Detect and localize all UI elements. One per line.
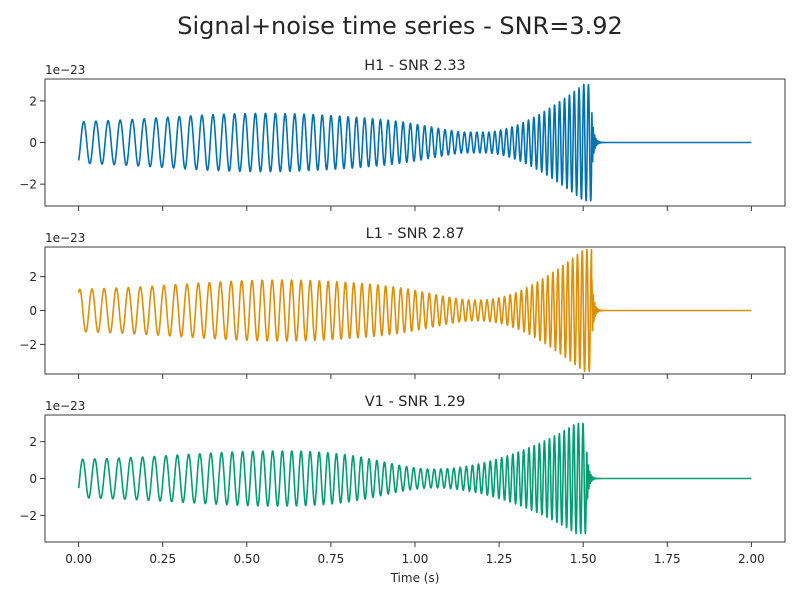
waveform-line: [77, 422, 752, 535]
panel-title: L1 - SNR 2.87: [366, 226, 465, 242]
waveform-line: [77, 248, 752, 373]
x-axis-label: Time (s): [390, 571, 440, 585]
y-tick-label: 2: [29, 270, 37, 284]
panel-3: V1 - SNR 1.29 1e−23 −2 0 2 0.00 0.25 0.50 0.75 1.…: [19, 394, 786, 566]
x-tick-label: 1.00: [402, 552, 429, 566]
x-tick-label: 0.00: [65, 552, 92, 566]
panel-title: H1 - SNR 2.33: [364, 58, 466, 74]
y-tick-label: −2: [19, 509, 37, 523]
y-offset-label: 1e−23: [45, 399, 85, 413]
x-tick-label: 0.50: [233, 552, 260, 566]
y-offset-label: 1e−23: [45, 231, 85, 245]
y-tick-label: 0: [29, 472, 37, 486]
y-tick-label: 0: [29, 136, 37, 150]
x-tick-label: 1.25: [486, 552, 513, 566]
y-tick-label: 2: [29, 94, 37, 108]
y-tick-label: 2: [29, 435, 37, 449]
y-tick-label: 0: [29, 304, 37, 318]
y-tick-label: −2: [19, 338, 37, 352]
x-tick-label: 2.00: [738, 552, 765, 566]
figure-title: Signal+noise time series - SNR=3.92: [177, 12, 623, 40]
y-offset-label: 1e−23: [45, 63, 85, 77]
waveform-line: [77, 83, 752, 202]
panel-2: L1 - SNR 2.87 1e−23 −2 0 2: [19, 226, 786, 379]
y-tick-label: −2: [19, 178, 37, 192]
x-tick-label: 0.75: [318, 552, 345, 566]
x-tick-label: 1.75: [654, 552, 681, 566]
x-tick-label: 1.50: [570, 552, 597, 566]
x-tick-label: 0.25: [149, 552, 176, 566]
panel-title: V1 - SNR 1.29: [365, 394, 466, 410]
panel-1: H1 - SNR 2.33 1e−23 −2 0 2: [19, 58, 786, 211]
